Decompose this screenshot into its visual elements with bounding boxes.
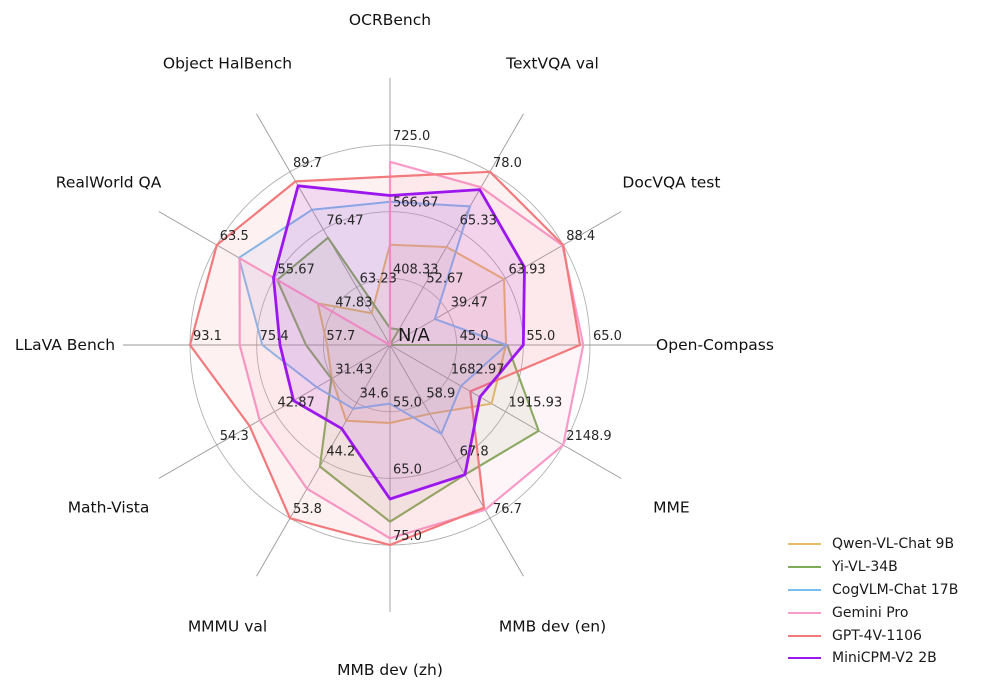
legend-swatch-line [788, 543, 821, 546]
tick-label: 566.67 [393, 196, 439, 211]
series-area-gpt-4v-1106 [190, 171, 580, 546]
axis-line-docvqa-test [389, 211, 622, 346]
series-polygon-gpt-4v-1106 [188, 170, 582, 547]
tick-label: 57.7 [326, 329, 355, 344]
tick-label: 52.67 [426, 271, 463, 286]
tick-label: 65.0 [393, 462, 422, 477]
legend-label: Gemini Pro [832, 604, 909, 621]
tick-label: 55.67 [278, 262, 315, 277]
legend-swatch-line [788, 657, 821, 660]
tick-label: 63.93 [508, 262, 545, 277]
axis-label-textvqa-val: TextVQA val [505, 55, 599, 73]
tick-label: 54.3 [220, 429, 249, 444]
tick-label: 53.8 [293, 502, 322, 517]
tick-label: 78.0 [493, 156, 522, 171]
axis-line-object-halbench [256, 113, 391, 346]
tick-label: 58.9 [426, 387, 455, 402]
axis-label-mmb-dev-en-: MMB dev (en) [499, 617, 606, 635]
tick-label: 65.33 [460, 214, 497, 229]
axis-label-mme: MME [653, 499, 690, 517]
legend-label: Qwen-VL-Chat 9B [832, 536, 955, 553]
axis-label-ocrbench: OCRBench [349, 11, 431, 29]
tick-label: 63.5 [220, 229, 249, 244]
series-area-minicpm-v2-2b [273, 185, 525, 500]
legend: Qwen-VL-Chat 9B Yi-VL-34B CogVLM-Chat 17B G… [788, 533, 958, 670]
axis-label-open-compass: Open-Compass [656, 336, 774, 354]
center-na-label: N/A [398, 325, 431, 346]
tick-label: 75.4 [260, 329, 289, 344]
tick-label: 1682.97 [451, 362, 505, 377]
tick-label: 2148.9 [566, 429, 612, 444]
tick-label: 55.0 [393, 396, 422, 411]
axis-label-math-vista: Math-Vista [68, 499, 150, 517]
legend-swatch-line [788, 634, 821, 637]
series-area-yi-vl-34b [277, 237, 539, 522]
tick-label: 42.87 [278, 396, 315, 411]
legend-label: MiniCPM-V2 2B [832, 650, 937, 667]
legend-label: GPT-4V-1106 [832, 627, 922, 644]
tick-label: 65.0 [593, 329, 622, 344]
tick-label: 63.23 [360, 271, 397, 286]
tick-label: 93.1 [193, 329, 222, 344]
series-area-gemini-pro [239, 161, 584, 539]
legend-item-cogvlm-chat-17b: CogVLM-Chat 17B [788, 579, 958, 602]
axis-label-mmmu-val: MMMU val [188, 617, 267, 635]
tick-label: 55.0 [526, 329, 555, 344]
legend-item-gpt-4v-1106: GPT-4V-1106 [788, 624, 958, 647]
tick-label: 76.7 [493, 502, 522, 517]
legend-label: CogVLM-Chat 17B [832, 581, 959, 598]
axis-line-mme [389, 344, 622, 479]
tick-label: 67.8 [460, 444, 489, 459]
legend-item-yi-vl-34b: Yi-VL-34B [788, 556, 958, 579]
tick-label: 31.43 [335, 362, 372, 377]
tick-label: 47.83 [335, 296, 372, 311]
axis-line-mmmu-val [256, 344, 391, 577]
legend-swatch-line [788, 566, 821, 569]
tick-label: 45.0 [460, 329, 489, 344]
axis-label-realworld-qa: RealWorld QA [56, 174, 162, 192]
series-polygon-minicpm-v2-2b [272, 184, 526, 501]
series-area-qwen-vl-chat-9b [317, 244, 506, 423]
legend-swatch-line [788, 611, 821, 614]
legend-item-gemini-pro: Gemini Pro [788, 601, 958, 624]
tick-label: 89.7 [293, 156, 322, 171]
legend-item-qwen-vl-chat-9b: Qwen-VL-Chat 9B [788, 533, 958, 556]
axis-line-mmb-dev-en- [389, 344, 524, 577]
tick-label: 725.0 [393, 129, 430, 144]
series-area-cogvlm-chat-17b [238, 201, 507, 434]
legend-label: Yi-VL-34B [832, 559, 898, 576]
axis-line-math-vista [158, 344, 391, 479]
tick-label: 76.47 [326, 214, 363, 229]
tick-label: 44.2 [326, 444, 355, 459]
legend-item-minicpm-v2-2b: MiniCPM-V2 2B [788, 647, 958, 670]
tick-label: 88.4 [566, 229, 595, 244]
tick-label: 34.6 [360, 387, 389, 402]
axis-line-textvqa-val [389, 113, 524, 346]
axis-label-llava-bench: LLaVA Bench [15, 336, 115, 354]
axis-label-object-halbench: Object HalBench [163, 55, 292, 73]
axis-label-docvqa-test: DocVQA test [622, 174, 720, 192]
tick-label: 1915.93 [508, 396, 562, 411]
legend-swatch-line [788, 588, 821, 591]
tick-label: 75.0 [393, 529, 422, 544]
tick-label: 39.47 [451, 296, 488, 311]
axis-label-mmb-dev-zh-: MMB dev (zh) [337, 661, 443, 679]
tick-label: 408.33 [393, 262, 439, 277]
